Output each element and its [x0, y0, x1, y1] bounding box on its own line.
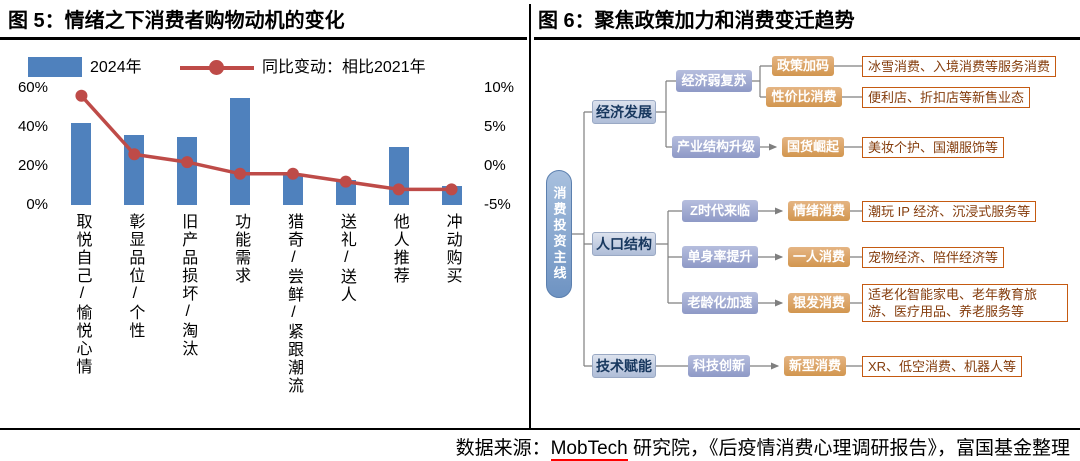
bar-2024: [335, 179, 356, 205]
legend-bar-swatch: [28, 57, 82, 77]
category-label: 冲动购买: [443, 213, 461, 285]
tree-node-new-consumption: 新型消费: [784, 356, 846, 376]
bar-2024: [71, 123, 92, 205]
right-axis-tick: 10%: [484, 79, 515, 96]
tree-node-economy: 经济发展: [592, 100, 656, 124]
figure5-title-text: 图 5：情绪之下消费者购物动机的变化: [8, 10, 345, 32]
left-axis-tick: 0%: [26, 196, 48, 213]
tree-leaf-pet-economy: 宠物经济、陪伴经济等: [862, 247, 1005, 268]
tree-leaf-elderly: 适老化智能家电、老年教育旅游、医疗用品、养老服务等: [862, 284, 1068, 322]
tree-leaf-convenience: 便利店、折扣店等新售业态: [862, 87, 1031, 108]
figure6-title-text: 图 6：聚焦政策加力和消费变迁趋势: [538, 10, 855, 32]
tree-root-node: 消费投资主线: [546, 170, 572, 298]
category-label: 旧产品损坏/淘汰: [179, 213, 197, 358]
tree-leaf-beauty: 美妆个护、国潮服饰等: [862, 137, 1005, 158]
category-label: 他人推荐: [390, 213, 408, 285]
source-mobtech: MobTech: [550, 438, 628, 461]
tree-node-genz: Z时代来临: [682, 200, 758, 222]
legend-bar-label: 2024年: [90, 59, 142, 76]
tree-node-solo-consumption: 一人消费: [788, 247, 850, 267]
right-axis-tick: 0%: [484, 157, 506, 174]
bar-chart: 0% 20% 40% 60% -5% 0% 5% 10% 取悦自己/愉悦心情 彰显品位/个性 旧产品…: [0, 0, 530, 430]
tree-node-silver-consumption: 银发消费: [788, 293, 850, 313]
right-axis-tick: -5%: [484, 196, 511, 213]
tree-node-tech-innovation: 科技创新: [688, 355, 750, 377]
source-suffix: 研究院，《后疫情消费心理调研报告》，富国基金整理: [627, 438, 1070, 459]
bar-2024: [388, 146, 409, 205]
tree-leaf-ip-economy: 潮玩 IP 经济、沉浸式服务等: [862, 201, 1037, 222]
tree-leaf-ice-snow: 冰雪消费、入境消费等服务消费: [862, 56, 1057, 77]
right-axis-tick: 5%: [484, 118, 506, 135]
category-label: 功能需求: [232, 213, 250, 285]
tree-leaf-xr: XR、低空消费、机器人等: [862, 356, 1023, 377]
left-axis-tick: 60%: [17, 79, 48, 96]
tree-node-technology: 技术赋能: [592, 354, 656, 378]
figure5-title: 图 5：情绪之下消费者购物动机的变化: [0, 6, 527, 40]
tree-node-single-rate: 单身率提升: [682, 246, 758, 268]
category-label: 取悦自己/愉悦心情: [73, 213, 91, 376]
tree-node-domestic-brands: 国货崛起: [782, 137, 844, 157]
panel-divider: [529, 4, 531, 428]
bar-2024: [441, 185, 462, 205]
left-axis-tick: 20%: [17, 157, 48, 174]
tree-node-population: 人口结构: [592, 232, 656, 256]
footer-divider: [0, 428, 1080, 430]
bar-2024: [230, 97, 251, 205]
bar-2024: [177, 136, 198, 205]
tree-node-value-consumption: 性价比消费: [766, 87, 842, 107]
category-label: 送礼/送人: [337, 213, 355, 304]
category-label: 彰显品位/个性: [126, 213, 144, 340]
tree-node-emotional-consumption: 情绪消费: [788, 201, 850, 221]
bar-2024: [282, 173, 303, 205]
bar-2024: [124, 134, 145, 205]
source-prefix: 数据来源：: [455, 438, 551, 459]
tree-node-aging: 老龄化加速: [682, 292, 758, 314]
legend-line-label: 同比变动：相比2021年: [262, 59, 426, 76]
data-source-note: 数据来源：MobTech 研究院，《后疫情消费心理调研报告》，富国基金整理: [0, 433, 1070, 461]
category-label: 猎奇/尝鲜/紧跟潮流: [284, 213, 302, 395]
tree-node-industry-upgrade: 产业结构升级: [672, 136, 760, 158]
tree-node-weak-recovery: 经济弱复苏: [676, 70, 752, 92]
tree-node-policy-boost: 政策加码: [772, 56, 834, 76]
left-axis-tick: 40%: [17, 118, 48, 135]
legend-line-dot-icon: [209, 60, 224, 75]
figure6-title: 图 6：聚焦政策加力和消费变迁趋势: [534, 6, 1080, 40]
